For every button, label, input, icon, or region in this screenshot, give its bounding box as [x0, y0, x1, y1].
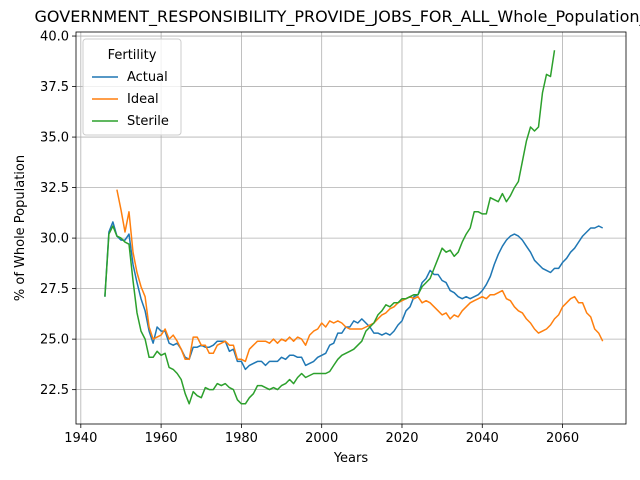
legend-box [82, 38, 182, 136]
x-axis-label: Years [333, 451, 369, 466]
y-tick-label: 35.0 [40, 131, 69, 146]
chart-title: GOVERNMENT_RESPONSIBILITY_PROVIDE_JOBS_F… [35, 7, 640, 27]
legend-label-actual: Actual [127, 70, 168, 85]
x-tick-label: 2020 [385, 431, 418, 446]
y-tick-label: 25.0 [40, 333, 69, 348]
legend-label-sterile: Sterile [127, 114, 169, 129]
series-lines [104, 50, 604, 405]
x-tick-label: 1960 [145, 431, 178, 446]
series-line-sterile [104, 50, 556, 405]
y-axis-ticks: 22.5 25.0 27.5 30.0 32.5 35.0 37.5 40.0 [40, 30, 76, 398]
x-tick-label: 2040 [466, 431, 499, 446]
y-tick-label: 32.5 [40, 181, 69, 196]
x-tick-label: 2060 [546, 431, 579, 446]
legend: Fertility Actual Ideal Sterile [82, 38, 182, 136]
y-tick-label: 40.0 [40, 30, 69, 45]
x-tick-label: 2000 [305, 431, 338, 446]
legend-title: Fertility [108, 48, 157, 63]
x-axis-ticks: 1940 1960 1980 2000 2020 2040 2060 [64, 424, 579, 446]
x-tick-label: 1980 [225, 431, 258, 446]
y-tick-label: 30.0 [40, 232, 69, 247]
y-tick-label: 27.5 [40, 282, 69, 297]
y-tick-label: 37.5 [40, 80, 69, 95]
legend-label-ideal: Ideal [127, 92, 159, 107]
series-line-ideal [116, 189, 604, 363]
x-tick-label: 1940 [64, 431, 97, 446]
y-tick-label: 22.5 [40, 383, 69, 398]
plot-frame [75, 31, 627, 425]
y-axis-label: % of Whole Population [13, 155, 28, 301]
